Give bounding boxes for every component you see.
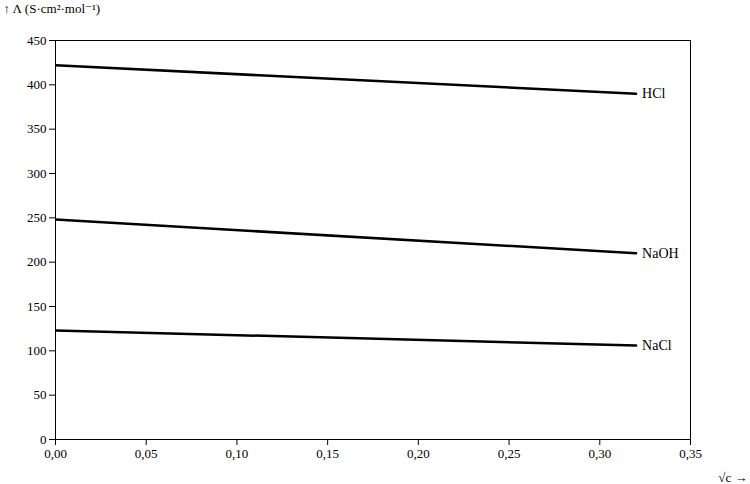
svg-text:0,10: 0,10: [226, 446, 249, 461]
svg-text:0,15: 0,15: [316, 446, 339, 461]
svg-text:350: 350: [27, 121, 47, 136]
svg-text:50: 50: [34, 387, 47, 402]
svg-text:NaOH: NaOH: [642, 246, 679, 261]
svg-text:↑ Λ (S·cm²·mol⁻¹): ↑ Λ (S·cm²·mol⁻¹): [4, 1, 101, 16]
svg-text:0,00: 0,00: [44, 446, 67, 461]
svg-text:0,05: 0,05: [135, 446, 158, 461]
svg-text:100: 100: [27, 343, 47, 358]
svg-text:150: 150: [27, 299, 47, 314]
svg-text:0,30: 0,30: [588, 446, 611, 461]
svg-text:NaCl: NaCl: [642, 338, 672, 353]
svg-text:0: 0: [40, 432, 47, 447]
svg-text:450: 450: [27, 33, 47, 48]
svg-text:300: 300: [27, 166, 47, 181]
svg-text:0,35: 0,35: [679, 446, 702, 461]
svg-text:200: 200: [27, 254, 47, 269]
svg-text:0,25: 0,25: [498, 446, 521, 461]
svg-text:HCl: HCl: [642, 86, 665, 101]
svg-text:400: 400: [27, 77, 47, 92]
svg-text:0,20: 0,20: [407, 446, 430, 461]
svg-text:250: 250: [27, 210, 47, 225]
svg-text:√c →: √c →: [718, 470, 747, 484]
